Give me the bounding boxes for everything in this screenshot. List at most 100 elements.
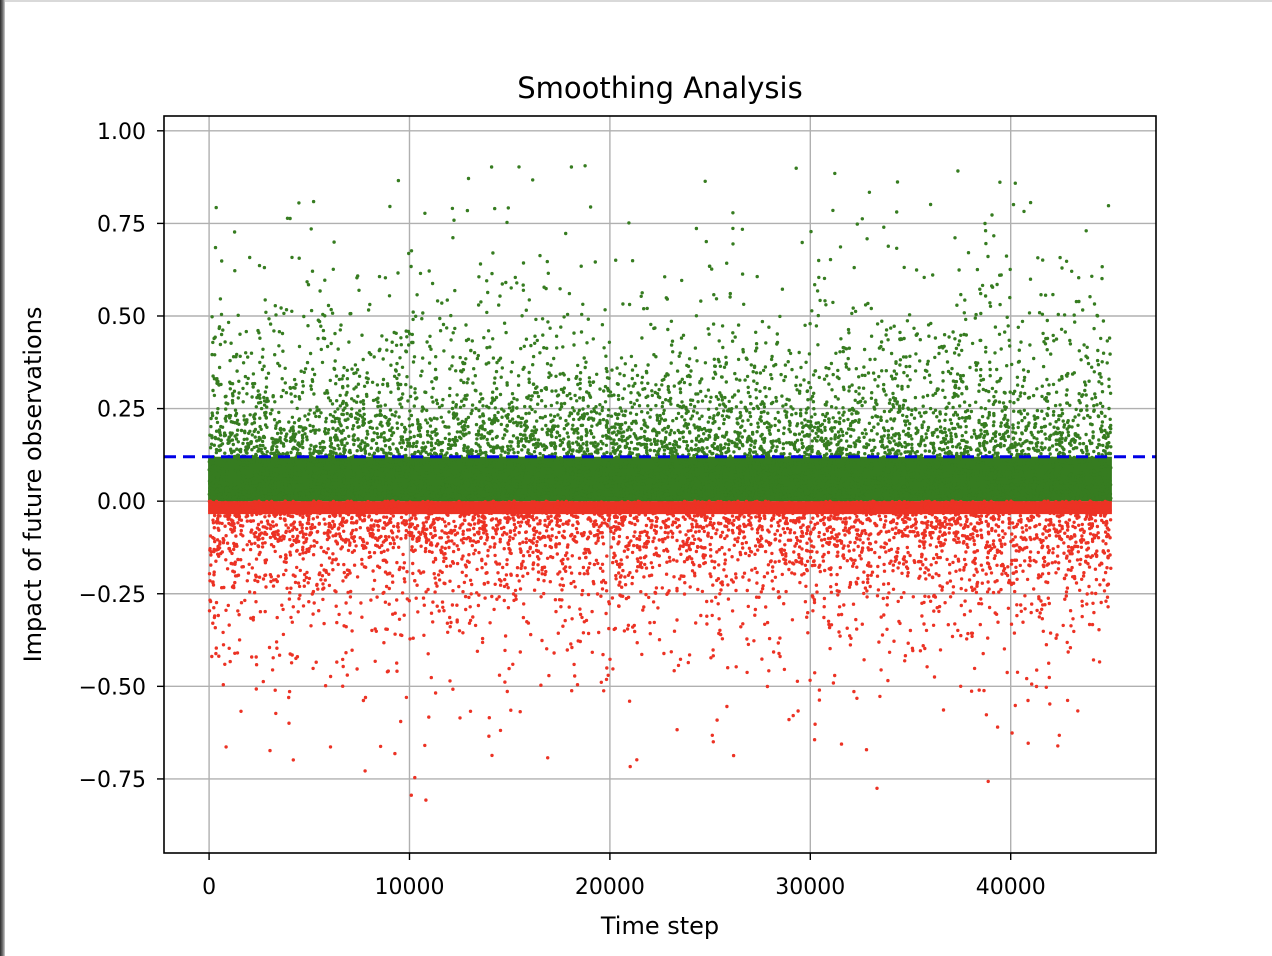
positive-point (959, 292, 963, 297)
positive-point (776, 410, 780, 415)
positive-point (474, 449, 478, 454)
positive-point (977, 383, 982, 387)
positive-point (485, 467, 489, 471)
positive-point (754, 388, 758, 392)
positive-point (453, 326, 457, 331)
positive-point (831, 372, 835, 377)
positive-point (901, 355, 906, 359)
positive-point (960, 348, 964, 353)
positive-point (488, 459, 493, 463)
positive-point (421, 311, 425, 315)
positive-point (517, 165, 521, 169)
positive-point (369, 419, 373, 424)
positive-point (579, 435, 584, 439)
positive-point (1016, 397, 1020, 402)
positive-point (565, 312, 570, 317)
positive-point (593, 260, 597, 264)
positive-point (897, 436, 902, 441)
positive-point (846, 356, 850, 361)
positive-point (224, 394, 228, 398)
positive-point (901, 403, 906, 407)
positive-point (783, 456, 788, 460)
positive-point (900, 387, 904, 391)
positive-point (680, 400, 684, 404)
positive-point (669, 343, 674, 347)
positive-point (545, 362, 550, 366)
positive-point (1051, 413, 1056, 417)
positive-point (401, 392, 405, 396)
positive-point (573, 393, 577, 398)
positive-point (549, 419, 553, 424)
positive-point (1073, 320, 1077, 324)
positive-point (979, 473, 983, 477)
positive-point (325, 344, 330, 349)
positive-point (722, 421, 726, 426)
positive-point (578, 396, 582, 400)
positive-point (1034, 422, 1038, 426)
positive-point (614, 455, 619, 459)
positive-point (755, 274, 759, 279)
positive-point (860, 468, 864, 472)
positive-point (1035, 408, 1040, 413)
positive-point (602, 346, 606, 350)
positive-point (377, 390, 381, 395)
positive-point (999, 424, 1003, 428)
positive-point (704, 394, 708, 398)
positive-point (415, 396, 419, 400)
positive-point (236, 396, 240, 400)
positive-point (851, 306, 855, 310)
positive-point (831, 208, 835, 213)
positive-point (892, 324, 896, 328)
positive-point (770, 376, 774, 381)
positive-point (627, 302, 632, 307)
positive-point (256, 389, 260, 393)
positive-point (669, 361, 673, 365)
positive-point (214, 416, 218, 420)
positive-point (336, 347, 340, 351)
positive-point (289, 392, 293, 396)
positive-point (1011, 430, 1015, 434)
positive-point (1073, 440, 1077, 444)
positive-point (214, 205, 218, 210)
positive-point (384, 338, 389, 342)
positive-point (208, 446, 213, 450)
positive-point (506, 451, 510, 455)
positive-point (475, 437, 479, 441)
positive-point (850, 412, 854, 416)
positive-point (958, 446, 962, 450)
positive-point (700, 377, 704, 381)
positive-point (324, 420, 328, 424)
positive-point (680, 278, 684, 283)
positive-point (575, 487, 579, 492)
positive-point (925, 369, 929, 373)
positive-point (1042, 417, 1047, 421)
positive-point (825, 473, 829, 477)
positive-point (968, 365, 972, 370)
positive-point (790, 413, 794, 417)
positive-point (331, 267, 335, 271)
positive-point (440, 403, 444, 408)
positive-point (752, 445, 757, 449)
positive-point (1107, 336, 1112, 340)
positive-point (722, 365, 727, 369)
positive-point (886, 338, 890, 342)
positive-point (669, 428, 673, 433)
positive-point (399, 336, 403, 340)
positive-point (1077, 349, 1082, 353)
positive-point (964, 424, 968, 429)
positive-point (409, 264, 413, 269)
positive-point (960, 489, 964, 493)
positive-point (334, 374, 339, 378)
positive-point (298, 463, 303, 467)
positive-point (210, 352, 214, 357)
positive-point (627, 384, 631, 388)
positive-point (1031, 393, 1036, 398)
positive-point (1051, 292, 1055, 297)
positive-point (1090, 455, 1094, 460)
positive-point (231, 401, 235, 405)
positive-point (380, 334, 384, 338)
positive-point (1084, 432, 1088, 437)
positive-point (229, 480, 233, 484)
positive-point (733, 371, 737, 376)
positive-point (1085, 404, 1089, 408)
